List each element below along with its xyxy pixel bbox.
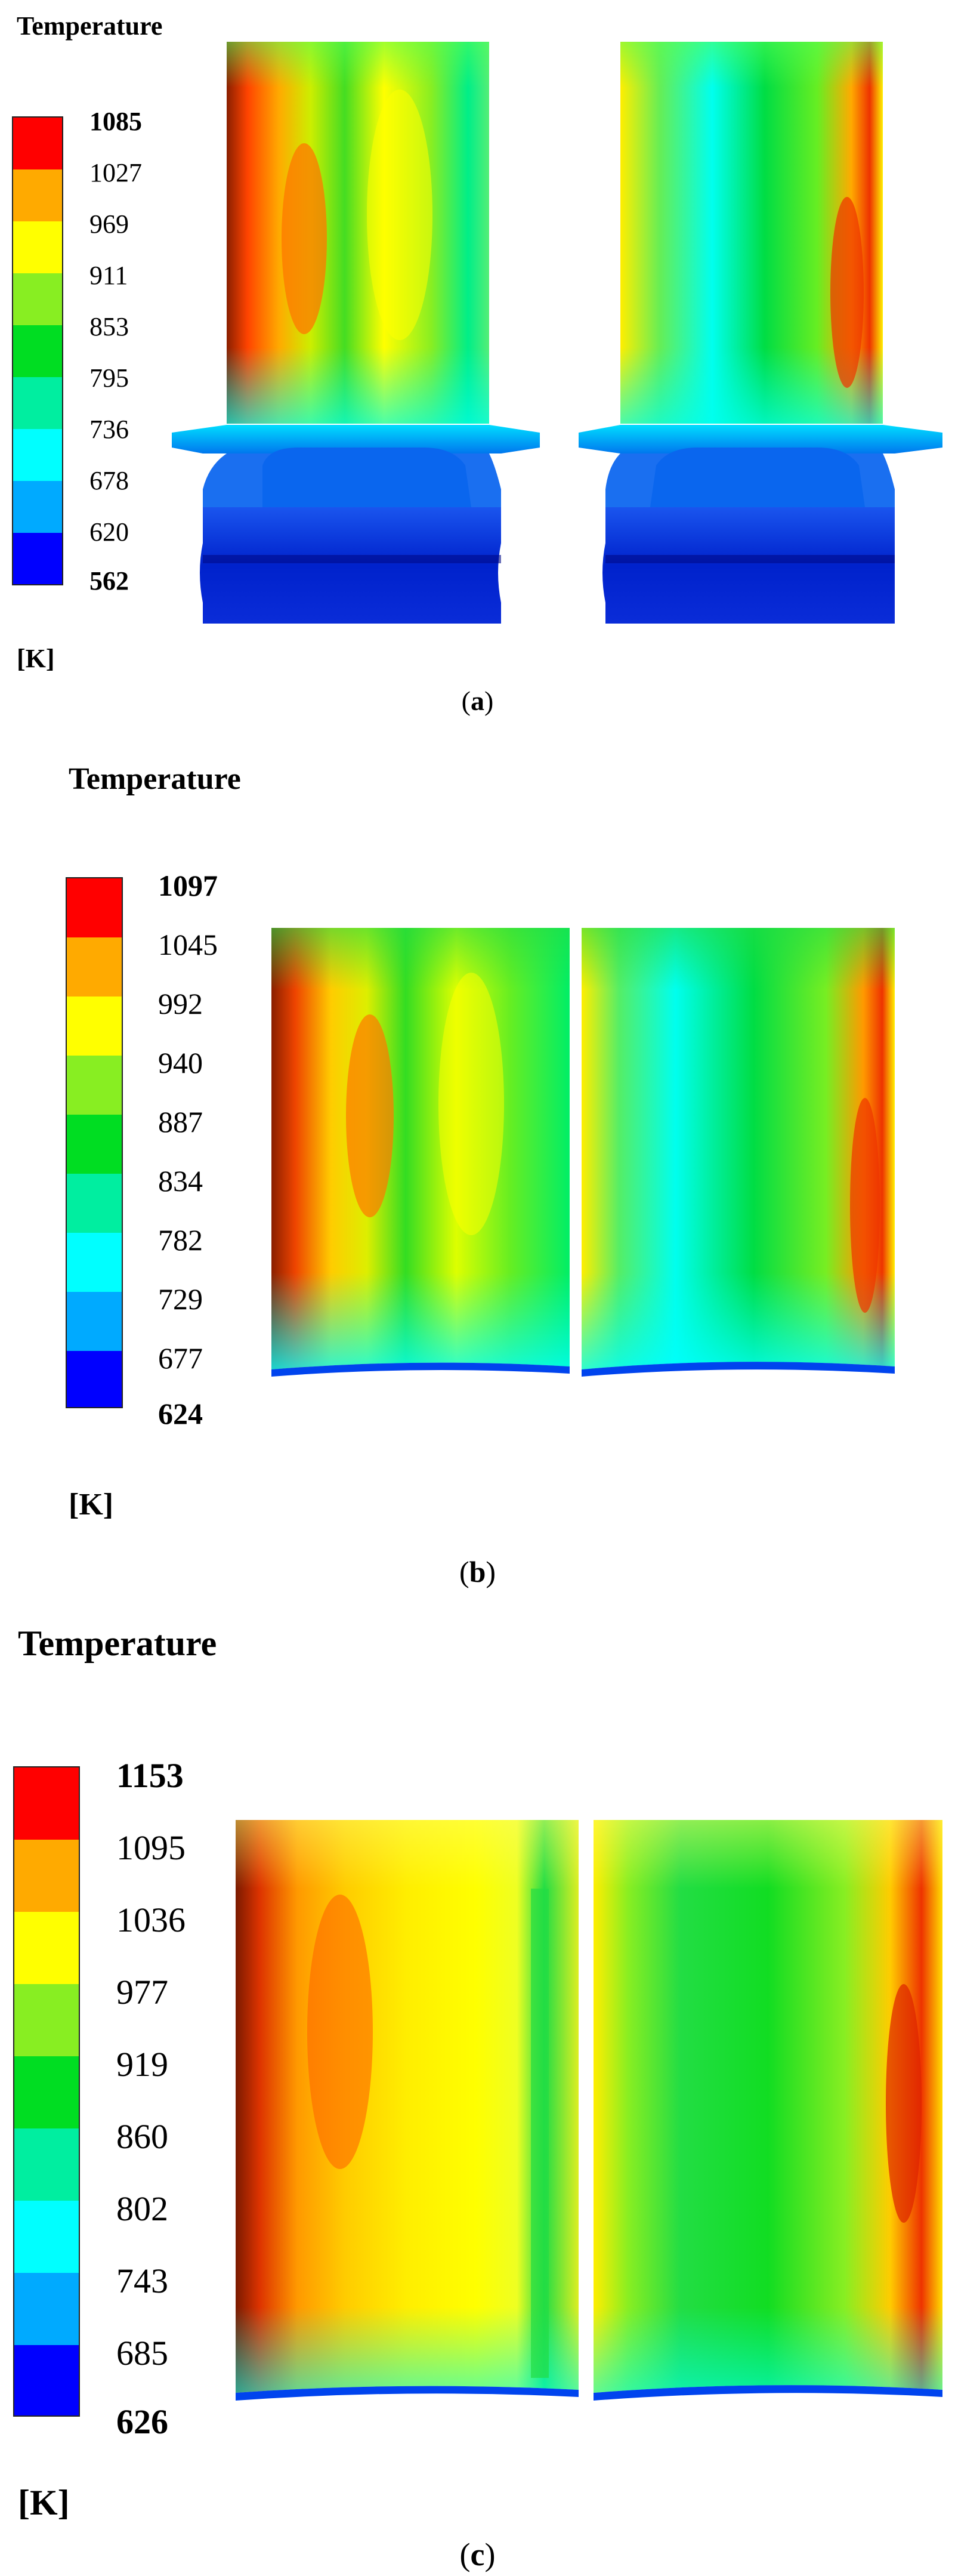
tick-b-1: 1097 — [158, 869, 218, 902]
tick-c-10: 626 — [116, 2402, 168, 2441]
tick-c-5: 919 — [116, 2045, 168, 2084]
tick-b-2: 1045 — [158, 928, 218, 961]
tick-c-7: 802 — [116, 2189, 168, 2228]
temperature-contour-c — [236, 1820, 942, 2401]
unit-label-a: [K] — [17, 644, 55, 673]
panel-b: Temperature 1097 1045 992 940 887 834 78… — [0, 734, 955, 1589]
tick-a-10: 562 — [89, 566, 129, 596]
panel-a: Temperature 1085 1027 969 911 853 795 73… — [0, 0, 955, 722]
tick-c-8: 743 — [116, 2262, 168, 2300]
colorbar-c-band-9 — [14, 2345, 79, 2415]
tick-c-4: 977 — [116, 1973, 168, 2012]
temperature-contour-a — [172, 42, 942, 624]
colorbar-c-band-7 — [14, 2201, 79, 2273]
tick-b-10: 624 — [158, 1397, 203, 1430]
tick-a-9: 620 — [89, 517, 129, 547]
caption-c-close: ) — [484, 2537, 496, 2572]
tick-c-1: 1153 — [116, 1756, 184, 1795]
colorbar-c-band-5 — [14, 2056, 79, 2128]
caption-b-close: ) — [486, 1555, 496, 1588]
tick-b-3: 992 — [158, 987, 203, 1020]
colorbar-b-band-9 — [67, 1351, 122, 1407]
tick-b-5: 887 — [158, 1105, 203, 1139]
tick-a-2: 1027 — [89, 158, 142, 187]
colorbar-b-band-8 — [67, 1292, 122, 1351]
colorbar-a-band-2 — [13, 169, 62, 221]
colorbar-b-band-4 — [67, 1056, 122, 1115]
colorbar-c-band-3 — [14, 1912, 79, 1984]
colorbar-a-band-7 — [13, 429, 62, 481]
tick-c-2: 1095 — [116, 1828, 186, 1867]
caption-b-letter: b — [469, 1555, 486, 1588]
colorbar-c-band-8 — [14, 2273, 79, 2345]
colorbar-c-band-1 — [14, 1767, 79, 1840]
tick-a-8: 678 — [89, 466, 129, 495]
legend-title-c: Temperature — [18, 1624, 217, 1663]
tick-b-4: 940 — [158, 1046, 203, 1079]
tick-b-6: 834 — [158, 1164, 203, 1198]
caption-b: (b) — [0, 1554, 955, 1589]
colorbar-c-band-4 — [14, 1984, 79, 2056]
caption-a-letter: a — [471, 686, 484, 716]
tick-a-6: 795 — [89, 363, 129, 393]
tick-b-8: 729 — [158, 1282, 203, 1316]
caption-a: (a) — [0, 685, 955, 717]
temperature-contour-b — [271, 928, 895, 1377]
caption-a-open: ( — [461, 686, 471, 716]
unit-label-b: [K] — [69, 1488, 114, 1522]
tick-a-5: 853 — [89, 312, 129, 341]
colorbar-a-band-3 — [13, 221, 62, 273]
caption-c: (c) — [0, 2536, 955, 2573]
tick-a-1: 1085 — [89, 107, 142, 136]
colorbar-b-band-6 — [67, 1174, 122, 1233]
tick-a-3: 969 — [89, 209, 129, 239]
colorbar-b-band-5 — [67, 1115, 122, 1174]
caption-c-letter: c — [470, 2537, 485, 2572]
colorbar-c — [13, 1766, 80, 2417]
colorbar-c-band-2 — [14, 1840, 79, 1912]
colorbar-b-band-7 — [67, 1233, 122, 1292]
tick-a-7: 736 — [89, 415, 129, 444]
colorbar-a-band-8 — [13, 481, 62, 533]
caption-b-open: ( — [459, 1555, 469, 1588]
colorbar-a-band-1 — [13, 118, 62, 169]
tick-a-4: 911 — [89, 261, 128, 290]
caption-a-close: ) — [484, 686, 494, 716]
colorbar-b-band-1 — [67, 878, 122, 937]
colorbar-a-band-5 — [13, 325, 62, 377]
tick-b-9: 677 — [158, 1341, 203, 1375]
colorbar-a-band-4 — [13, 273, 62, 325]
tick-c-3: 1036 — [116, 1901, 186, 1939]
colorbar-a — [12, 116, 63, 585]
tick-c-9: 685 — [116, 2334, 168, 2373]
colorbar-a-band-6 — [13, 377, 62, 429]
legend-title-b: Temperature — [69, 762, 241, 796]
legend-title-a: Temperature — [17, 11, 163, 41]
colorbar-a-band-9 — [13, 533, 62, 584]
tick-c-6: 860 — [116, 2117, 168, 2156]
colorbar-b — [66, 877, 123, 1408]
tick-b-7: 782 — [158, 1223, 203, 1257]
unit-label-c: [K] — [18, 2483, 70, 2522]
colorbar-c-band-6 — [14, 2128, 79, 2201]
colorbar-b-band-2 — [67, 937, 122, 997]
caption-c-open: ( — [459, 2537, 471, 2572]
colorbar-b-band-3 — [67, 997, 122, 1056]
panel-c: Temperature 1153 1095 1036 977 919 860 8… — [0, 1599, 955, 2576]
